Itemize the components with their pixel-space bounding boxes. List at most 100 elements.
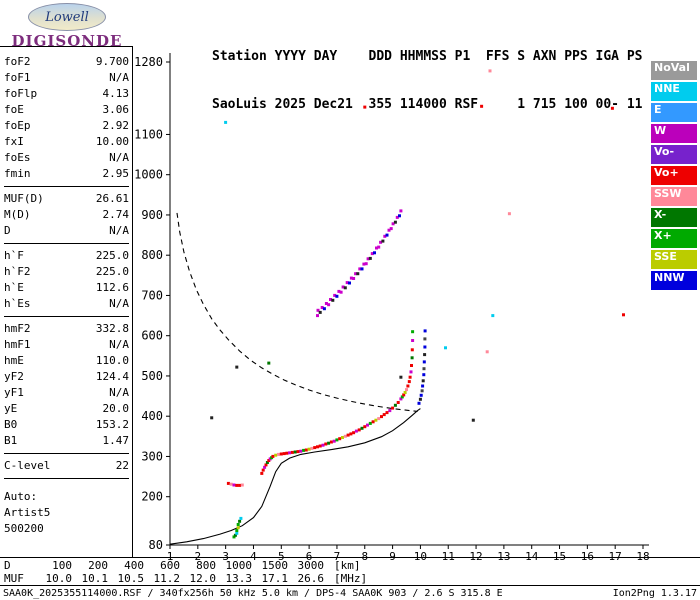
echo-point <box>377 245 381 249</box>
x-tick-label: 10 <box>414 550 427 560</box>
param-value: 1.47 <box>102 434 130 447</box>
param-value: N/A <box>109 71 129 84</box>
y-tick-label: 80 <box>149 538 163 552</box>
legend-item-x-: X- <box>651 208 697 227</box>
param-group: h`F 225.0 h`F2 225.0 h`E 112.6 h`Es N/A <box>4 246 129 317</box>
echo-point <box>373 251 376 255</box>
param-row-foep: foEp 2.92 <box>4 118 129 134</box>
echo-point <box>410 364 413 367</box>
echo-point <box>335 438 339 442</box>
echo-point <box>410 356 414 360</box>
param-label: D <box>4 224 11 237</box>
echo-point <box>333 293 337 297</box>
echo-point <box>377 417 381 421</box>
dmuf-value: 400 <box>124 559 144 572</box>
param-label: MUF(D) <box>4 192 44 205</box>
echo-point <box>261 468 265 472</box>
status-file-info: SAA0K_2025355114000.RSF / 340fx256h 50 k… <box>3 588 503 599</box>
echo-point <box>343 286 347 290</box>
echo-point <box>339 290 343 294</box>
true-height-profile-line <box>169 408 421 545</box>
noise-echo-point <box>444 346 447 350</box>
param-row-yf1: yF1 N/A <box>4 385 129 401</box>
echo-point <box>304 448 308 452</box>
legend-item-x+: X+ <box>651 229 697 248</box>
param-label: foFlp <box>4 87 38 100</box>
echo-point <box>277 452 280 456</box>
echo-point <box>411 339 415 342</box>
param-label: fmin <box>4 167 31 180</box>
echo-point <box>370 252 374 256</box>
autoscaling-info: Auto: <box>4 490 38 503</box>
noise-echo-point <box>507 212 511 216</box>
echo-point <box>423 353 427 357</box>
status-program-version: Ion2Png 1.3.17 <box>612 588 697 599</box>
noise-echo-point <box>363 105 367 109</box>
param-value: 2.95 <box>102 167 130 180</box>
param-row-foflp: foFlp 4.13 <box>4 86 129 102</box>
echo-point <box>349 432 353 436</box>
param-label: C-level <box>4 459 51 472</box>
echo-point <box>423 345 427 349</box>
echo-point <box>282 452 286 456</box>
echo-point <box>411 330 415 334</box>
param-value: 112.6 <box>95 281 129 294</box>
panel-divider-line <box>132 46 133 558</box>
echo-point <box>418 397 422 401</box>
echo-point <box>348 281 351 285</box>
echo-point <box>371 420 375 424</box>
echo-point <box>385 411 389 415</box>
x-tick-label: 5 <box>278 550 285 560</box>
noise-echo-point <box>491 314 495 318</box>
param-label: foF1 <box>4 71 31 84</box>
dmuf-value: 10.1 <box>81 572 109 585</box>
echo-point <box>368 256 372 260</box>
x-tick-label: 13 <box>497 550 510 560</box>
noise-echo-point <box>488 69 492 73</box>
echo-point <box>316 445 319 449</box>
chart-footer-divider-line <box>0 557 700 558</box>
x-tick-label: 16 <box>581 550 594 560</box>
header-line2: SaoLuis 2025 Dec21 355 114000 RSF 1 715 … <box>212 97 643 112</box>
x-tick-label: 15 <box>553 550 566 560</box>
param-label: foE <box>4 103 24 116</box>
param-group: MUF(D) 26.61 M(D) 2.74 D N/A <box>4 189 129 244</box>
d-row-unit: [km] <box>334 559 361 572</box>
x-tick-label: 7 <box>334 550 341 560</box>
echo-point <box>337 289 341 293</box>
echo-point <box>236 523 240 526</box>
echo-point <box>382 413 386 417</box>
echo-point <box>285 451 289 455</box>
echo-point <box>346 433 350 437</box>
noise-echo-point <box>485 350 489 354</box>
muf-row-unit: [MHz] <box>334 572 368 585</box>
param-value: 225.0 <box>95 249 129 262</box>
dmuf-value: 10.0 <box>45 572 73 585</box>
echo-point <box>402 393 406 397</box>
param-label: M(D) <box>4 208 31 221</box>
y-tick-label: 800 <box>141 248 163 262</box>
echo-point <box>341 285 345 289</box>
y-tick-label: 700 <box>141 288 163 302</box>
echo-point <box>422 367 426 371</box>
echo-point <box>307 447 311 451</box>
legend-item-nnw: NNW <box>651 271 697 290</box>
param-label: h`Es <box>4 297 31 310</box>
echo-point <box>364 262 368 266</box>
param-row-yf2: yF2 124.4 <box>4 369 129 385</box>
echo-point <box>360 267 364 271</box>
second-hop-trace <box>316 209 403 318</box>
param-label: fxI <box>4 135 24 148</box>
echo-point <box>320 306 324 309</box>
echo-point <box>399 209 403 213</box>
param-label: yE <box>4 402 18 415</box>
y-tick-label: 1280 <box>134 55 163 69</box>
echo-point <box>360 426 364 430</box>
echo-point <box>338 437 342 441</box>
param-value: N/A <box>109 297 129 310</box>
left-panel: foF2 9.700 foF1 N/A foFlp 4.13 foE 3.06 foEp 2.92… <box>4 52 129 537</box>
echo-point <box>345 281 349 285</box>
lowell-logo-mark: Lowell <box>28 3 106 31</box>
dmuf-value: 17.1 <box>261 572 289 585</box>
param-value: N/A <box>109 386 129 399</box>
